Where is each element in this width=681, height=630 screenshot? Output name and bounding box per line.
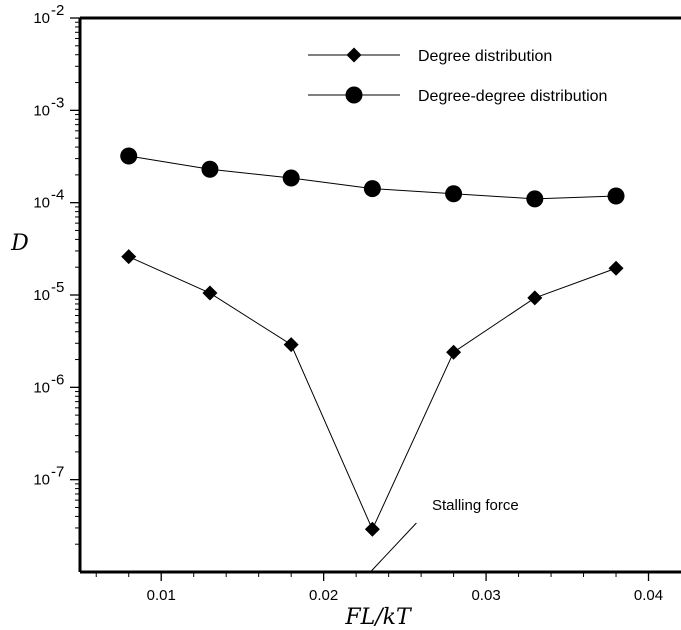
legend-item: Degree distribution [308,47,552,65]
series-degree-degree [120,147,625,208]
diamond-marker [121,249,137,265]
y-tick-exponent: -4 [51,187,64,204]
y-tick-exponent: -3 [51,94,64,111]
x-tick-label: 0.03 [471,587,500,604]
diamond-marker [202,285,218,301]
y-tick-label: 10 [33,195,50,212]
stalling-force-leader [370,522,417,573]
y-tick-exponent: -6 [51,371,64,388]
y-axis-label: D [10,231,29,256]
circle-marker [282,169,300,187]
y-tick-label: 10 [33,10,50,27]
circle-marker [607,187,625,205]
legend: Degree distribution Degree-degree distrib… [308,47,607,105]
y-tick-label: 10 [33,287,50,304]
x-tick-label: 0.01 [147,587,176,604]
series [120,147,625,537]
legend-label: Degree distribution [418,48,552,65]
diamond-marker [283,337,299,353]
circle-marker [120,147,138,165]
diamond-marker [446,344,462,360]
x-tick-label: 0.02 [309,587,338,604]
circle-marker [445,185,463,203]
stalling-force-label: Stalling force [432,497,519,514]
y-tick-label: 10 [33,379,50,396]
y-tick-exponent: -2 [51,2,64,19]
annotations: Stalling force [370,497,519,573]
y-tick-exponent: -5 [51,279,64,296]
y-tick-label: 10 [33,102,50,119]
circle-marker [526,190,544,208]
x-tick-label: 0.04 [634,587,663,604]
y-tick-exponent: -7 [51,464,64,481]
circle-marker [201,160,219,178]
diamond-marker [608,260,624,276]
y-tick-label: 10 [33,472,50,489]
diamond-marker [364,521,380,537]
x-axis-label: FL/kT [344,605,413,630]
circle-marker [363,180,381,198]
series-degree [121,249,624,537]
legend-circle-marker [345,86,363,104]
legend-label: Degree-degree distribution [418,88,607,105]
series-line [128,256,617,531]
legend-diamond-marker [346,47,362,63]
diamond-marker [527,290,543,306]
legend-item: Degree-degree distribution [308,86,607,105]
